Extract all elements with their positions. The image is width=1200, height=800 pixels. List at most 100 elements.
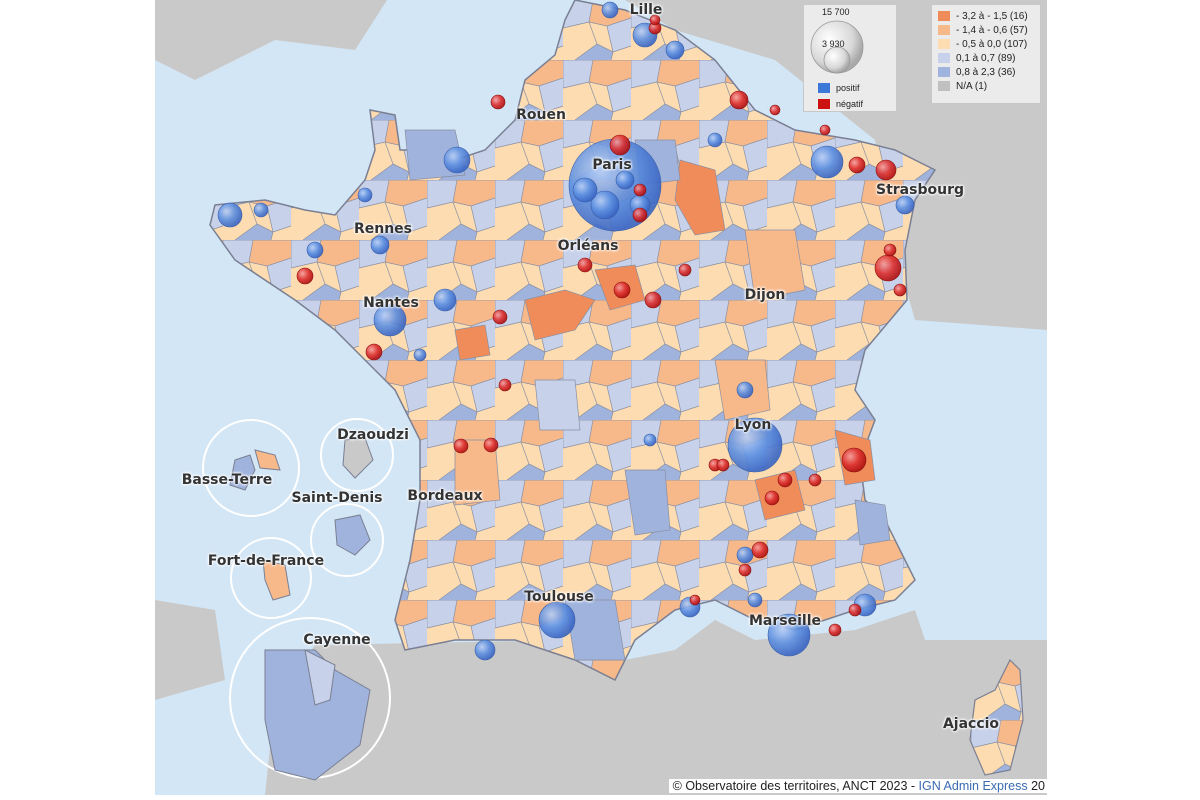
positive-bubble: [370, 235, 390, 255]
class-legend-item: - 0,5 à 0,0 (107): [938, 37, 1040, 51]
negative-bubble: [841, 447, 867, 473]
label-dzaoudzi: Dzaoudzi: [337, 427, 409, 443]
label-marseille: Marseille: [748, 613, 822, 629]
map-area[interactable]: Lille Rouen Paris Strasbourg Rennes Orlé…: [155, 0, 1047, 795]
legend-positive: positif: [818, 81, 860, 95]
positive-bubble: [433, 288, 457, 312]
negative-bubble: [848, 156, 866, 174]
negative-bubble: [875, 159, 897, 181]
size-legend-max: 15 700: [822, 7, 850, 17]
negative-bubble: [893, 283, 907, 297]
negative-bubble: [678, 263, 692, 277]
positive-bubble: [217, 202, 243, 228]
negative-bubble: [577, 257, 593, 273]
negative-label: négatif: [836, 99, 864, 109]
negative-bubble: [848, 603, 862, 617]
class-swatch: [938, 11, 950, 21]
size-legend-mid: 3 930: [822, 39, 845, 49]
class-swatch: [938, 81, 950, 91]
negative-bubble: [874, 254, 902, 282]
overseas-territories: [229, 437, 374, 781]
negative-bubble: [777, 472, 793, 488]
positive-bubble: [736, 546, 754, 564]
negative-bubble: [492, 309, 508, 325]
size-legend-circles: [810, 20, 864, 74]
negative-bubble: [365, 343, 383, 361]
label-ajaccio: Ajaccio: [942, 716, 1000, 732]
negative-bubble: [764, 490, 780, 506]
size-legend: 15 700 3 930 positif négatif: [803, 4, 897, 112]
negative-bubble: [483, 437, 499, 453]
negative-bubble: [689, 594, 701, 606]
positive-bubble: [601, 1, 619, 19]
negative-bubble: [883, 243, 897, 257]
year-fragment: 20: [1027, 779, 1045, 793]
positive-bubble: [643, 433, 657, 447]
class-legend-item: N/A (1): [938, 79, 1040, 93]
negative-swatch: [818, 99, 830, 109]
label-fort-de-france: Fort-de-France: [207, 553, 325, 569]
label-lyon: Lyon: [734, 417, 772, 433]
label-basse-terre: Basse-Terre: [181, 472, 273, 488]
map-svg: [155, 0, 1047, 795]
class-legend-label: 0,1 à 0,7 (89): [956, 52, 1016, 64]
corsica: [969, 658, 1024, 776]
label-paris: Paris: [592, 157, 632, 173]
positive-bubble: [572, 177, 598, 203]
legend-negative: négatif: [818, 97, 863, 111]
class-legend-label: 0,8 à 2,3 (36): [956, 66, 1016, 78]
negative-bubble: [632, 207, 648, 223]
negative-bubble: [716, 458, 730, 472]
label-rouen: Rouen: [516, 107, 566, 123]
positive-bubble: [413, 348, 427, 362]
class-swatch: [938, 53, 950, 63]
positive-bubble: [538, 601, 576, 639]
negative-bubble: [769, 104, 781, 116]
label-lille: Lille: [629, 2, 663, 18]
negative-bubble: [644, 291, 662, 309]
positive-bubble: [443, 146, 471, 174]
label-saint-denis: Saint-Denis: [291, 490, 383, 506]
source-credit: © Observatoire des territoires, ANCT 202…: [668, 779, 1047, 793]
class-legend-label: - 3,2 à - 1,5 (16): [956, 10, 1028, 22]
positive-bubble: [665, 40, 685, 60]
positive-bubble: [767, 613, 811, 657]
ign-credit: IGN Admin Express: [918, 779, 1028, 793]
region-patches: [404, 129, 891, 661]
positive-bubble: [727, 417, 783, 473]
class-swatch: [938, 39, 950, 49]
positive-bubble: [895, 195, 915, 215]
class-swatch: [938, 67, 950, 77]
negative-bubble: [738, 563, 752, 577]
bubble-layer: [217, 1, 915, 661]
class-swatch: [938, 25, 950, 35]
class-legend-label: - 0,5 à 0,0 (107): [956, 38, 1028, 50]
class-legend-label: - 1,4 à - 0,6 (57): [956, 24, 1028, 36]
negative-bubble: [828, 623, 842, 637]
negative-bubble: [819, 124, 831, 136]
negative-bubble: [490, 94, 506, 110]
label-nantes: Nantes: [363, 295, 419, 311]
negative-bubble: [633, 183, 647, 197]
negative-bubble: [808, 473, 822, 487]
positive-bubble: [590, 190, 620, 220]
positive-bubble: [357, 187, 373, 203]
label-toulouse: Toulouse: [524, 589, 594, 605]
negative-bubble: [453, 438, 469, 454]
positive-swatch: [818, 83, 830, 93]
class-legend-item: - 1,4 à - 0,6 (57): [938, 23, 1040, 37]
positive-bubble: [810, 145, 844, 179]
label-cayenne: Cayenne: [303, 632, 371, 648]
negative-bubble: [609, 134, 631, 156]
negative-bubble: [296, 267, 314, 285]
positive-bubble: [736, 381, 754, 399]
negative-bubble: [729, 90, 749, 110]
class-legend: - 3,2 à - 1,5 (16) - 1,4 à - 0,6 (57) - …: [931, 4, 1041, 104]
negative-bubble: [613, 281, 631, 299]
positive-bubble: [474, 639, 496, 661]
positive-bubble: [747, 592, 763, 608]
source-text: © Observatoire des territoires, ANCT 202…: [672, 779, 919, 793]
class-legend-item: 0,8 à 2,3 (36): [938, 65, 1040, 79]
positive-bubble: [253, 202, 269, 218]
class-legend-item: 0,1 à 0,7 (89): [938, 51, 1040, 65]
